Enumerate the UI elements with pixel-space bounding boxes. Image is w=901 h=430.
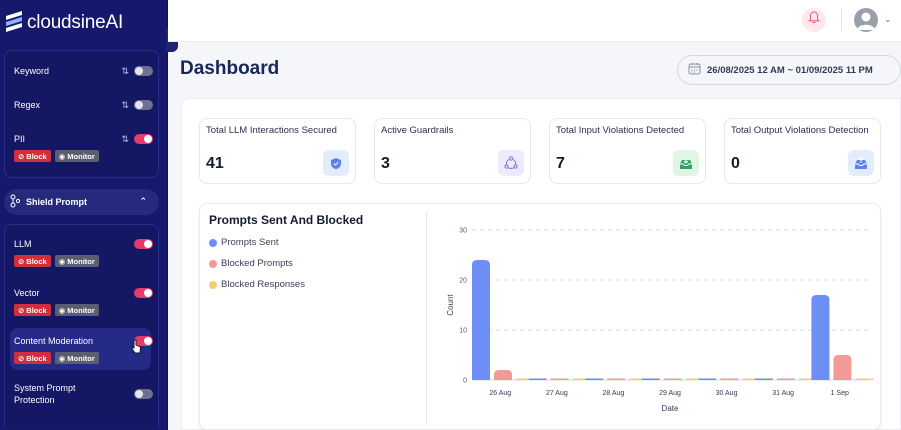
brand-logo[interactable]: cloudsineAI bbox=[4, 8, 123, 38]
date-range-picker[interactable]: 26/08/2025 12 AM ~ 01/09/2025 11 PM bbox=[677, 55, 901, 85]
stat-value: 3 bbox=[381, 155, 390, 172]
stat-title: Total Input Violations Detected bbox=[556, 125, 685, 136]
block-chip[interactable]: ⊘ Block bbox=[14, 150, 51, 162]
monitor-chip[interactable]: ◉ Monitor bbox=[54, 352, 99, 364]
item-label: Content Moderation bbox=[14, 336, 94, 346]
inbox-upload-icon bbox=[848, 150, 874, 176]
shield-prompt-section[interactable]: Shield Prompt ⌃ bbox=[4, 189, 159, 215]
nodes-icon bbox=[10, 194, 21, 210]
chevron-down-icon[interactable]: ⌄ bbox=[884, 14, 892, 24]
legend-item-blocked-prompts[interactable]: Blocked Prompts bbox=[209, 258, 293, 269]
cycle-icon bbox=[498, 150, 524, 176]
eye-icon: ◉ bbox=[58, 256, 66, 266]
divider bbox=[841, 8, 842, 32]
stat-card-guardrails: Active Guardrails 3 bbox=[374, 118, 531, 184]
stat-value: 7 bbox=[556, 155, 565, 172]
section-label: Shield Prompt bbox=[26, 197, 88, 207]
cloudsine-logo-icon bbox=[4, 10, 24, 36]
stat-card-input-violations: Total Input Violations Detected 7 bbox=[549, 118, 706, 184]
regex-toggle[interactable] bbox=[134, 100, 153, 110]
block-chip[interactable]: ⊘ Block bbox=[14, 304, 51, 316]
keyword-toggle[interactable] bbox=[134, 66, 153, 76]
chart-title: Prompts Sent And Blocked bbox=[209, 213, 364, 227]
stat-value: 41 bbox=[206, 155, 224, 172]
block-chip[interactable]: ⊘ Block bbox=[14, 255, 51, 267]
monitor-chip[interactable]: ◉ Monitor bbox=[54, 304, 99, 316]
shield-icon bbox=[323, 150, 349, 176]
stat-title: Active Guardrails bbox=[381, 125, 454, 136]
monitor-chip[interactable]: ◉ Monitor bbox=[54, 150, 99, 162]
date-range-text: 26/08/2025 12 AM ~ 01/09/2025 11 PM bbox=[707, 64, 873, 76]
stat-title: Total Output Violations Detection bbox=[731, 125, 869, 136]
system-prompt-toggle[interactable] bbox=[134, 389, 153, 399]
pii-toggle[interactable] bbox=[134, 134, 153, 144]
content-moderation-toggle[interactable] bbox=[134, 336, 153, 346]
legend-label: Prompts Sent bbox=[221, 237, 279, 248]
eye-icon: ◉ bbox=[58, 305, 66, 315]
block-icon: ⊘ bbox=[18, 305, 25, 315]
stat-value: 0 bbox=[731, 155, 740, 172]
notification-button[interactable] bbox=[802, 8, 826, 32]
rule-label: PII bbox=[14, 134, 26, 144]
item-label: System Prompt Protection bbox=[14, 383, 76, 405]
legend-dot bbox=[209, 259, 217, 268]
vector-toggle[interactable] bbox=[134, 288, 153, 298]
legend-item-blocked-responses[interactable]: Blocked Responses bbox=[209, 279, 305, 290]
sort-icon[interactable]: ⇅ bbox=[121, 66, 129, 76]
legend-dot bbox=[209, 238, 217, 247]
inbox-download-icon bbox=[673, 150, 699, 176]
stat-card-interactions: Total LLM Interactions Secured 41 bbox=[199, 118, 356, 184]
eye-icon: ◉ bbox=[58, 353, 66, 363]
stat-card-output-violations: Total Output Violations Detection 0 bbox=[724, 118, 881, 184]
top-bar: ⌄ bbox=[168, 0, 901, 42]
item-label: Vector bbox=[14, 288, 40, 298]
block-icon: ⊘ bbox=[18, 256, 25, 266]
llm-toggle[interactable] bbox=[134, 239, 153, 249]
chart-divider bbox=[426, 212, 427, 424]
eye-icon: ◉ bbox=[58, 151, 66, 161]
bell-icon bbox=[808, 11, 820, 29]
mouse-cursor-icon bbox=[131, 339, 142, 359]
sidebar: cloudsineAI Keyword ⇅ Regex ⇅ PII ⇅ ⊘ Blo… bbox=[0, 0, 168, 430]
legend-label: Blocked Responses bbox=[221, 279, 305, 290]
stat-title: Total LLM Interactions Secured bbox=[206, 125, 337, 136]
user-icon bbox=[857, 12, 875, 30]
monitor-chip[interactable]: ◉ Monitor bbox=[54, 255, 99, 267]
rule-label: Keyword bbox=[14, 66, 50, 76]
legend-dot bbox=[209, 280, 217, 289]
legend-label: Blocked Prompts bbox=[221, 258, 293, 269]
block-icon: ⊘ bbox=[18, 151, 25, 161]
legend-item-prompts-sent[interactable]: Prompts Sent bbox=[209, 237, 279, 248]
calendar-icon bbox=[688, 62, 701, 78]
chevron-up-icon: ⌃ bbox=[139, 196, 147, 206]
item-label: LLM bbox=[14, 239, 32, 249]
chart-card bbox=[199, 203, 881, 430]
brand-name: cloudsineAI bbox=[27, 12, 124, 33]
rule-label: Regex bbox=[14, 100, 41, 110]
block-icon: ⊘ bbox=[18, 353, 25, 363]
sort-icon[interactable]: ⇅ bbox=[121, 100, 129, 110]
block-chip[interactable]: ⊘ Block bbox=[14, 352, 51, 364]
page-title: Dashboard bbox=[180, 58, 280, 79]
sort-icon[interactable]: ⇅ bbox=[121, 134, 129, 144]
user-avatar[interactable] bbox=[854, 8, 878, 32]
